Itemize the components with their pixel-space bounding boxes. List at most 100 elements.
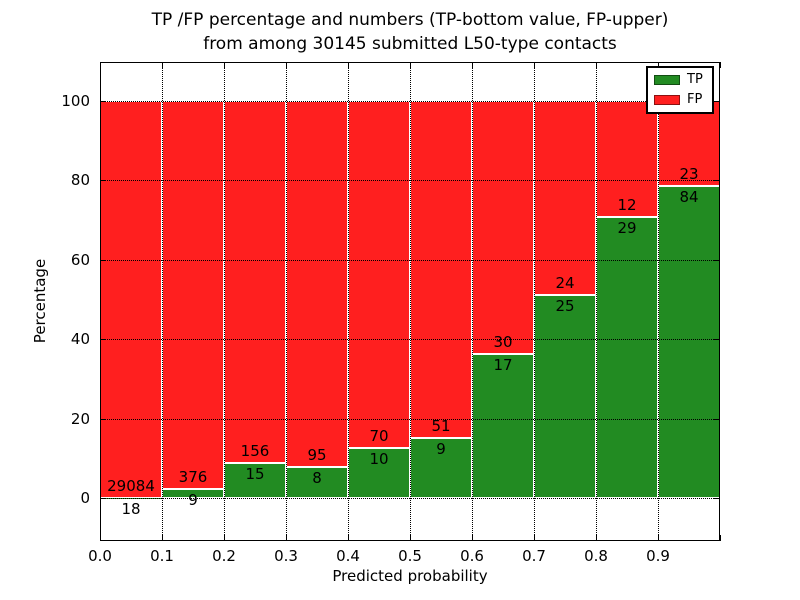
y-tick-mark-right (714, 101, 720, 102)
x-tick-mark (162, 535, 163, 541)
gridline-horizontal (100, 498, 720, 499)
gridline-horizontal (100, 259, 720, 261)
gridline-horizontal (100, 418, 720, 420)
fp-count-label: 376 (178, 467, 208, 486)
chart-title-line2: from among 30145 submitted L50-type cont… (203, 34, 617, 54)
x-tick-label: 0.6 (460, 547, 484, 565)
tp-count-label: 9 (188, 490, 198, 509)
fp-count-label: 70 (369, 427, 389, 446)
legend: TP FP (646, 66, 714, 114)
x-tick-mark-top (348, 62, 349, 68)
bar-segment-tp (410, 438, 472, 498)
fp-count-label: 23 (679, 165, 699, 184)
x-tick-mark-top (720, 62, 721, 68)
y-tick-label: 0 (80, 489, 90, 507)
y-tick-mark (100, 498, 106, 499)
legend-item-tp: TP (654, 73, 706, 87)
plot-area: 29084 18 376 9 156 15 95 8 70 10 51 9 30 17 24 25 12 29 23… (100, 62, 721, 541)
x-tick-mark-top (410, 62, 411, 68)
gridline-vertical (534, 62, 535, 541)
x-tick-label: 0.4 (336, 547, 360, 565)
x-tick-label: 0.1 (150, 547, 174, 565)
y-tick-label: 100 (61, 92, 90, 110)
x-tick-mark-top (100, 62, 101, 68)
chart-title-line1: TP /FP percentage and numbers (TP-bottom… (151, 10, 669, 30)
bar-segment-fp (472, 101, 534, 355)
x-tick-mark (534, 535, 535, 541)
x-tick-mark-top (224, 62, 225, 68)
legend-label-fp: FP (687, 92, 703, 107)
x-tick-mark (596, 535, 597, 541)
gridline-vertical (162, 62, 163, 541)
bar-segment-tp (596, 217, 658, 498)
x-tick-mark-top (658, 62, 659, 68)
tp-count-label: 10 (369, 450, 389, 469)
bar-segment-fp (100, 101, 162, 498)
x-tick-mark-top (596, 62, 597, 68)
bar-segment-fp (348, 101, 410, 449)
tp-count-label: 15 (245, 465, 265, 484)
y-tick-mark (100, 180, 106, 182)
x-tick-mark (224, 535, 225, 541)
bar-segment-fp (286, 101, 348, 468)
fp-count-label: 30 (493, 333, 513, 352)
x-tick-mark-top (162, 62, 163, 68)
tp-count-label: 84 (679, 188, 699, 207)
y-tick-label: 40 (70, 330, 90, 349)
gridline-vertical (658, 62, 659, 541)
y-tick-mark-right (714, 259, 720, 261)
x-tick-label: 0.0 (88, 547, 112, 565)
bar-segment-tp (224, 463, 286, 498)
x-tick-label: 0.7 (522, 547, 546, 565)
x-tick-label: 0.9 (646, 547, 670, 565)
legend-swatch-fp (654, 95, 680, 105)
bar-segment-tp (348, 448, 410, 498)
y-tick-label: 20 (70, 409, 90, 428)
x-tick-mark (100, 535, 101, 541)
fp-count-label: 51 (431, 417, 451, 436)
fp-count-label: 29084 (107, 476, 155, 495)
legend-item-fp: FP (654, 93, 706, 107)
bar-segment-tp (534, 295, 596, 498)
y-tick-mark (100, 101, 106, 102)
y-tick-mark (100, 339, 106, 341)
bar-segment-fp (534, 101, 596, 296)
y-tick-label: 80 (70, 171, 90, 190)
tp-count-label: 8 (312, 469, 322, 488)
y-tick-mark-right (714, 180, 720, 182)
bar-segment-fp (162, 101, 224, 489)
x-tick-mark (410, 535, 411, 541)
x-tick-mark-top (534, 62, 535, 68)
x-axis-label: Predicted probability (332, 567, 488, 585)
x-tick-mark (286, 535, 287, 541)
y-tick-label: 60 (70, 250, 90, 269)
x-tick-mark-top (286, 62, 287, 68)
fp-count-label: 156 (240, 442, 270, 461)
gridline-horizontal (100, 339, 720, 341)
y-tick-mark-right (714, 498, 720, 499)
y-tick-mark-right (714, 339, 720, 341)
bar-segment-tp (658, 186, 720, 498)
x-tick-label: 0.8 (584, 547, 608, 565)
fp-count-label: 24 (555, 274, 575, 293)
x-tick-mark (348, 535, 349, 541)
gridline-vertical (348, 62, 349, 541)
fp-count-label: 95 (307, 446, 327, 465)
gridline-vertical (224, 62, 225, 541)
x-tick-mark-top (472, 62, 473, 68)
x-tick-mark (720, 535, 721, 541)
bar-segment-fp (224, 101, 286, 464)
chart-title: TP /FP percentage and numbers (TP-bottom… (152, 8, 669, 56)
y-tick-mark (100, 418, 106, 420)
gridline-vertical (472, 62, 473, 541)
x-tick-label: 0.2 (212, 547, 236, 565)
fp-count-label: 12 (617, 196, 637, 215)
x-tick-mark (658, 535, 659, 541)
legend-swatch-tp (654, 75, 680, 85)
tp-count-label: 17 (493, 356, 513, 375)
x-tick-mark (472, 535, 473, 541)
gridline-horizontal (100, 180, 720, 182)
y-tick-mark-right (714, 418, 720, 420)
x-tick-label: 0.5 (398, 547, 422, 565)
